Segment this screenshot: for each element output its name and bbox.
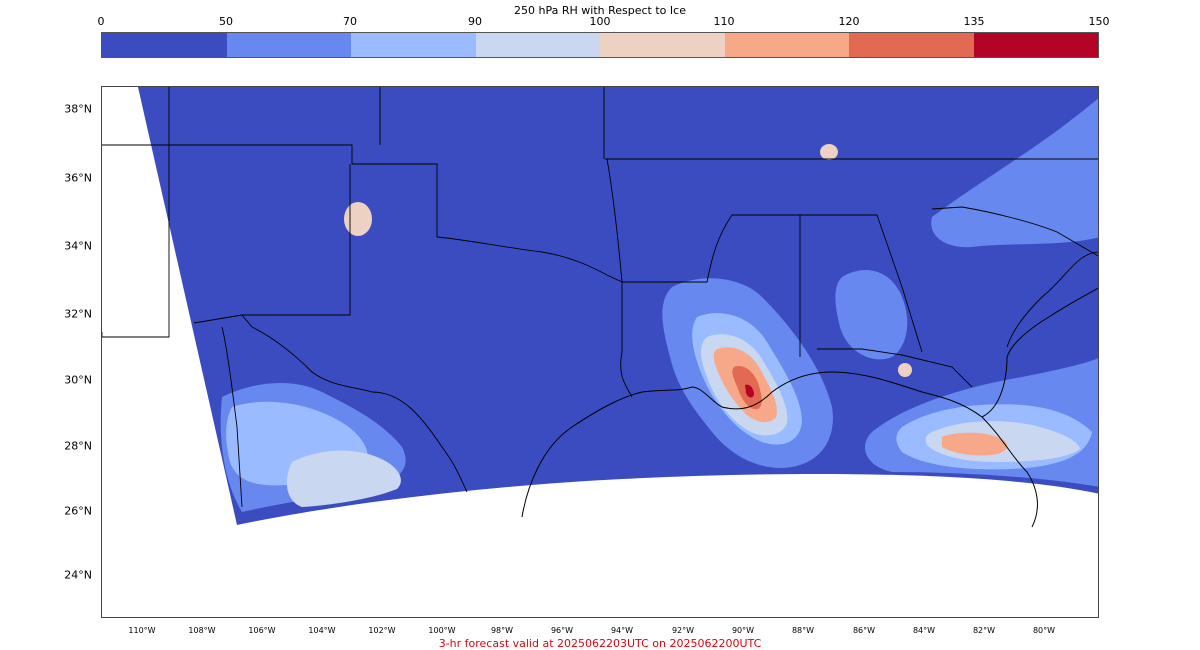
- longitude-label: 92°W: [671, 626, 695, 635]
- latitude-label: 28°N: [64, 439, 92, 453]
- longitude-label: 106°W: [248, 626, 276, 635]
- longitude-label: 110°W: [128, 626, 156, 635]
- colorbar-tick-8: 150: [1088, 15, 1110, 28]
- longitude-label: 100°W: [428, 626, 456, 635]
- latitude-label: 32°N: [64, 307, 92, 321]
- colorbar-tick-4: 100: [589, 15, 611, 28]
- rh-area-northeast: [931, 98, 1098, 248]
- colorbar-segment: [973, 33, 1098, 57]
- rh-area-southeast-supersaturated: [942, 432, 1008, 456]
- model-domain: [138, 87, 1098, 525]
- forecast-caption: 3-hr forecast valid at 2025062203UTC on …: [438, 637, 762, 650]
- longitude-label: 98°W: [490, 626, 514, 635]
- colorbar-tick-5: 110: [713, 15, 735, 28]
- colorbar-tick-2: 70: [343, 15, 357, 28]
- map-frame: [101, 86, 1099, 618]
- longitude-label: 88°W: [791, 626, 815, 635]
- longitude-label: 80°W: [1032, 626, 1056, 635]
- rh-area-georgia: [835, 269, 908, 360]
- latitude-label: 24°N: [64, 568, 92, 582]
- colorbar-tick-0: 0: [97, 15, 105, 28]
- colorbar-segment: [724, 33, 849, 57]
- colorbar-tick-1: 50: [219, 15, 233, 28]
- longitude-label: 102°W: [368, 626, 396, 635]
- coastline: [521, 287, 1098, 528]
- colorbar-segment: [600, 33, 725, 57]
- colorbar-segment: [226, 33, 351, 57]
- longitude-label: 96°W: [550, 626, 574, 635]
- colorbar: 250 hPa RH with Respect to Ice 0 50 70 9…: [0, 0, 1200, 66]
- colorbar-segment: [475, 33, 600, 57]
- political-boundaries: [102, 87, 1098, 508]
- rh-area-mexico-moist: [286, 450, 401, 507]
- colorbar-tick-3: 90: [468, 15, 482, 28]
- longitude-label: 84°W: [912, 626, 936, 635]
- colorbar-segment: [849, 33, 974, 57]
- longitude-label: 104°W: [308, 626, 336, 635]
- longitude-label: 90°W: [731, 626, 755, 635]
- colorbar-tick-6: 120: [838, 15, 860, 28]
- rh-field-map: [102, 87, 1098, 528]
- longitude-label: 86°W: [852, 626, 876, 635]
- longitude-label: 108°W: [188, 626, 216, 635]
- rh-contours: [220, 98, 1098, 512]
- latitude-label: 38°N: [64, 102, 92, 116]
- rh-area-florida-cell: [898, 363, 912, 377]
- rh-area-tennessee-cell: [820, 144, 838, 160]
- latitude-label: 30°N: [64, 373, 92, 387]
- colorbar-scale: [101, 32, 1099, 58]
- colorbar-tick-7: 135: [963, 15, 985, 28]
- longitude-label: 94°W: [610, 626, 634, 635]
- colorbar-title: 250 hPa RH with Respect to Ice: [514, 4, 686, 17]
- rh-area-max: [745, 384, 754, 398]
- colorbar-segment: [351, 33, 476, 57]
- colorbar-segment: [102, 33, 227, 57]
- longitude-label: 82°W: [972, 626, 996, 635]
- latitude-label: 34°N: [64, 239, 92, 253]
- rh-area-new-mexico-cell: [344, 202, 372, 236]
- latitude-label: 26°N: [64, 504, 92, 518]
- latitude-label: 36°N: [64, 171, 92, 185]
